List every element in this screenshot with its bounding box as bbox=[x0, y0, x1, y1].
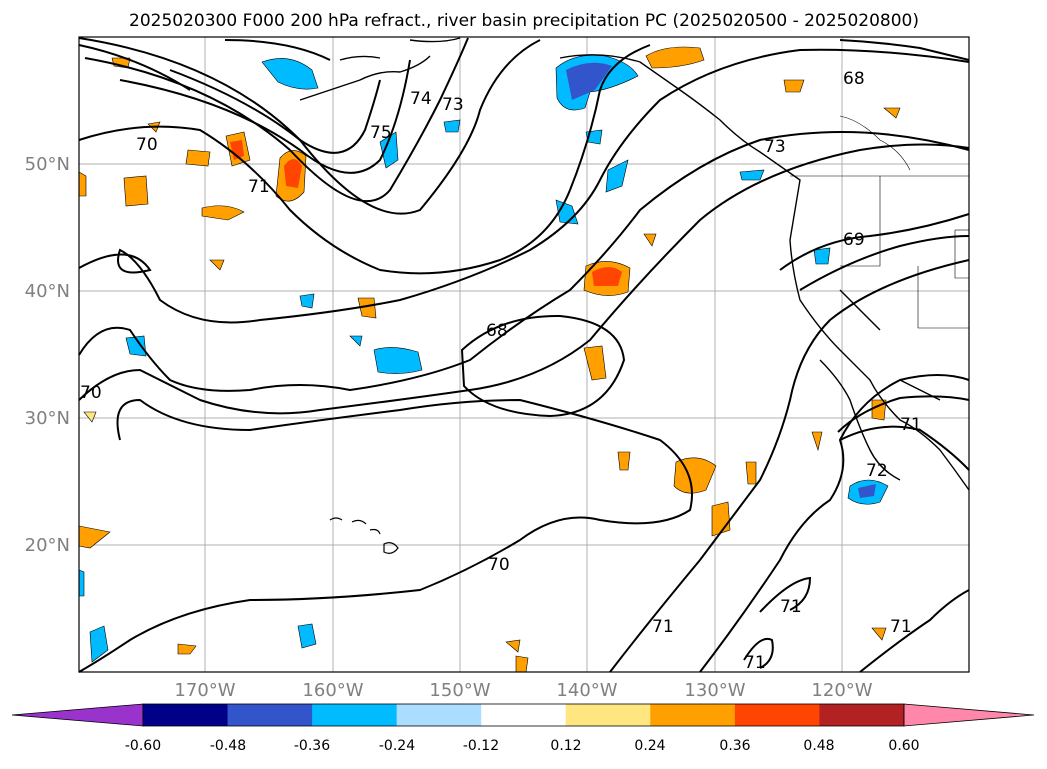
neg-core bbox=[858, 484, 876, 498]
pos-patch bbox=[505, 639, 521, 653]
neg-patch bbox=[89, 625, 109, 663]
colorbar-cell bbox=[565, 704, 651, 726]
colorbar-cell bbox=[819, 704, 905, 726]
colorbar-cell bbox=[312, 704, 398, 726]
map-frame bbox=[78, 36, 970, 673]
pos-patch bbox=[123, 175, 149, 207]
map-panel: 68 68 69 70 70 70 71 71 71 71 71 71 72 7… bbox=[78, 36, 970, 673]
contour-label: 74 bbox=[410, 89, 432, 109]
pos-patch bbox=[617, 451, 631, 471]
pos-patch bbox=[83, 411, 97, 423]
pos-patch bbox=[185, 149, 211, 167]
colorbar-under-extension bbox=[11, 703, 144, 727]
contour-label: 70 bbox=[488, 555, 510, 575]
neg-patch bbox=[349, 335, 363, 347]
latitude-labels: 50°N 40°N 30°N 20°N bbox=[25, 154, 70, 556]
colorbar-cell bbox=[143, 704, 229, 726]
colorbar-tick: 0.12 bbox=[550, 738, 581, 754]
figure-title: 2025020300 F000 200 hPa refract., river … bbox=[129, 11, 919, 31]
contour-label: 71 bbox=[652, 617, 674, 637]
pos-core bbox=[284, 159, 302, 188]
colorbar-tick: -0.12 bbox=[463, 738, 499, 754]
lon-label-160W: 160°W bbox=[302, 680, 363, 701]
lon-label-140W: 140°W bbox=[556, 680, 617, 701]
contour-label: 73 bbox=[764, 137, 786, 157]
neg-patch bbox=[78, 569, 85, 597]
contour-label: 75 bbox=[370, 123, 392, 143]
colorbar-tick: -0.36 bbox=[294, 738, 330, 754]
contour-label: 71 bbox=[744, 653, 766, 673]
neg-patch bbox=[605, 159, 629, 193]
state-borders bbox=[790, 115, 969, 329]
pos-patch bbox=[811, 431, 823, 452]
pos-patch bbox=[783, 79, 805, 93]
contour-labels: 68 68 69 70 70 70 71 71 71 71 71 71 72 7… bbox=[80, 69, 922, 673]
coastlines bbox=[299, 37, 970, 491]
colorbar-cell bbox=[734, 704, 820, 726]
colorbar-tick: 0.36 bbox=[719, 738, 750, 754]
neg-patch bbox=[373, 347, 423, 374]
contour-label: 73 bbox=[442, 95, 464, 115]
pos-patch bbox=[357, 297, 377, 319]
colorbar-cell bbox=[481, 704, 567, 726]
colorbar-tick: -0.48 bbox=[210, 738, 246, 754]
colorbar-cell bbox=[227, 704, 313, 726]
contour-label: 70 bbox=[80, 383, 102, 403]
colorbar-over-extension bbox=[903, 703, 1035, 727]
pos-patch bbox=[177, 643, 197, 655]
neg-patch bbox=[813, 247, 831, 265]
contour-label: 68 bbox=[486, 321, 508, 341]
contour-label: 71 bbox=[780, 597, 802, 617]
contour-label: 69 bbox=[843, 230, 865, 250]
neg-patch bbox=[443, 119, 461, 133]
colorbar-cell bbox=[650, 704, 736, 726]
pos-patch bbox=[745, 461, 757, 485]
pos-patch bbox=[643, 233, 657, 247]
colorbar-tick: 0.48 bbox=[803, 738, 834, 754]
colorbar: -0.60 -0.48 -0.36 -0.24 -0.12 0.12 0.24 … bbox=[11, 703, 1035, 754]
pos-core bbox=[230, 140, 244, 160]
longitude-labels: 170°W 160°W 150°W 140°W 130°W 120°W bbox=[174, 680, 872, 701]
precipitation-anomaly-fills bbox=[78, 46, 901, 673]
neg-patch bbox=[125, 335, 147, 357]
gridlines bbox=[79, 37, 969, 672]
neg-patch bbox=[261, 58, 319, 90]
pos-patch bbox=[209, 259, 225, 271]
colorbar-tick: -0.60 bbox=[125, 738, 161, 754]
lon-label-170W: 170°W bbox=[174, 680, 235, 701]
colorbar-cell bbox=[396, 704, 482, 726]
neg-patch bbox=[297, 623, 317, 649]
colorbar-frame bbox=[142, 703, 905, 727]
contour-label: 71 bbox=[248, 177, 270, 197]
pos-patch bbox=[583, 345, 607, 381]
colorbar-tick: 0.60 bbox=[888, 738, 919, 754]
neg-patch bbox=[739, 169, 765, 181]
pos-patch bbox=[871, 627, 887, 641]
contour-label: 71 bbox=[890, 617, 912, 637]
pos-patch bbox=[645, 46, 705, 69]
lon-label-130W: 130°W bbox=[684, 680, 745, 701]
lat-label-40N: 40°N bbox=[25, 281, 70, 302]
colorbar-tick-labels: -0.60 -0.48 -0.36 -0.24 -0.12 0.12 0.24 … bbox=[125, 738, 920, 754]
lat-label-30N: 30°N bbox=[25, 408, 70, 429]
pos-patch bbox=[201, 205, 245, 221]
pos-patch bbox=[883, 107, 901, 119]
pos-core bbox=[592, 267, 622, 286]
refractivity-contours bbox=[78, 37, 970, 673]
pos-patch bbox=[515, 655, 529, 673]
neg-core bbox=[566, 62, 612, 100]
contour-label: 70 bbox=[136, 135, 158, 155]
lat-label-50N: 50°N bbox=[25, 154, 70, 175]
colorbar-tick: -0.24 bbox=[379, 738, 415, 754]
neg-patch bbox=[299, 293, 315, 309]
contour-label: 68 bbox=[843, 69, 865, 89]
lat-label-20N: 20°N bbox=[25, 535, 70, 556]
hawaiian-islands bbox=[329, 517, 399, 554]
contour-label: 72 bbox=[866, 461, 888, 481]
lon-label-150W: 150°W bbox=[429, 680, 490, 701]
lon-label-120W: 120°W bbox=[811, 680, 872, 701]
colorbar-tick: 0.24 bbox=[634, 738, 665, 754]
pos-patch bbox=[78, 171, 87, 197]
